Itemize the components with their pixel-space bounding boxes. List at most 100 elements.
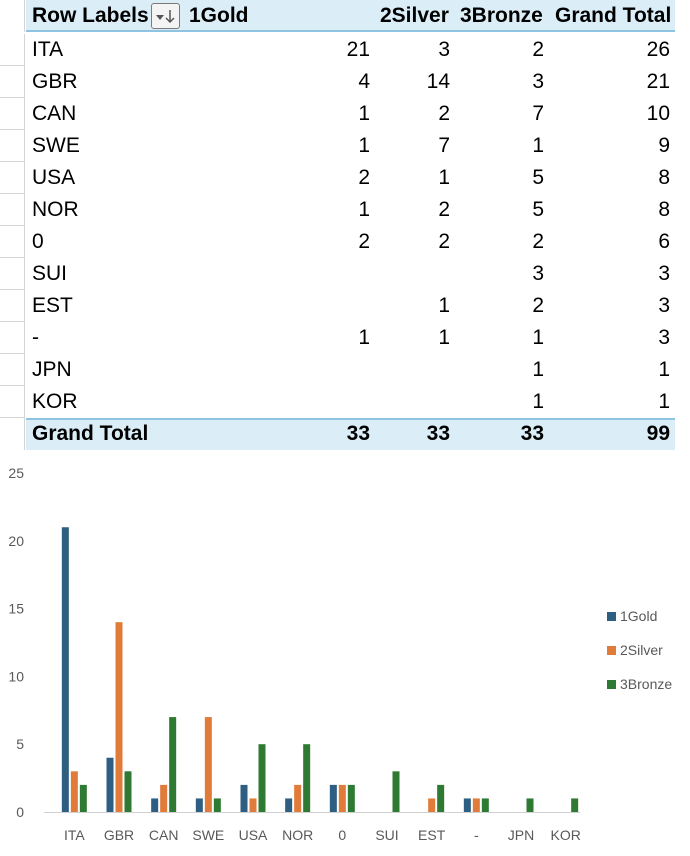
row-gold-value: 1 <box>358 102 370 125</box>
grand-total-label: Grand Total <box>32 422 149 445</box>
bar-3bronze <box>347 784 355 812</box>
row-total-value: 21 <box>646 70 670 93</box>
bar-2silver <box>428 798 436 812</box>
pivot-row: 0 2 2 2 6 <box>0 226 690 258</box>
bar-2silver <box>472 798 480 812</box>
row-gold-value: 1 <box>358 134 370 157</box>
row-label[interactable]: USA <box>32 166 76 189</box>
row-label[interactable]: GBR <box>32 70 78 93</box>
row-total-value: 3 <box>658 294 670 317</box>
bar-2silver <box>204 717 212 812</box>
x-tick-label: USA <box>239 827 268 843</box>
row-label[interactable]: SWE <box>32 134 80 157</box>
bar-1gold <box>106 757 114 812</box>
pivot-row: GBR 4 14 3 21 <box>0 66 690 98</box>
row-bronze-value: 7 <box>532 102 544 125</box>
bar-1gold <box>195 798 203 812</box>
row-silver-value: 2 <box>438 102 450 125</box>
row-total-value: 1 <box>658 358 670 381</box>
row-total-value: 6 <box>658 230 670 253</box>
bar-1gold <box>151 798 159 812</box>
bar-3bronze <box>437 784 445 812</box>
x-tick-label: KOR <box>550 827 580 843</box>
row-bronze-value: 3 <box>532 262 544 285</box>
row-gutter <box>0 258 25 290</box>
row-label[interactable]: EST <box>32 294 73 317</box>
bar-3bronze <box>169 717 177 812</box>
row-label[interactable]: 0 <box>32 230 44 253</box>
sort-filter-icon <box>156 10 175 24</box>
row-gold-value: 1 <box>358 326 370 349</box>
row-gutter <box>0 354 25 386</box>
header-grand-total: Grand Total <box>555 4 672 27</box>
row-silver-value: 1 <box>438 326 450 349</box>
x-tick-label: GBR <box>104 827 134 843</box>
grand-total-silver: 33 <box>426 422 450 445</box>
pivot-row: EST 1 2 3 <box>0 290 690 322</box>
row-bronze-value: 2 <box>532 294 544 317</box>
bar-2silver <box>338 784 346 812</box>
row-gutter <box>0 130 25 162</box>
row-label[interactable]: KOR <box>32 390 78 413</box>
bar-3bronze <box>526 798 534 812</box>
legend-label: 1Gold <box>620 608 657 624</box>
grand-total-bronze: 33 <box>520 422 544 445</box>
bar-1gold <box>463 798 471 812</box>
pivot-row: USA 2 1 5 8 <box>0 162 690 194</box>
row-label[interactable]: - <box>32 326 39 349</box>
bar-3bronze <box>571 798 579 812</box>
row-bronze-value: 1 <box>532 326 544 349</box>
row-bronze-value: 2 <box>532 230 544 253</box>
row-silver-value: 3 <box>438 38 450 61</box>
row-total-value: 10 <box>646 102 670 125</box>
x-tick-label: NOR <box>282 827 313 843</box>
legend-swatch-1gold <box>607 612 616 621</box>
bar-3bronze <box>481 798 489 812</box>
bar-2silver <box>249 798 257 812</box>
row-gutter <box>0 386 25 418</box>
row-silver-value: 2 <box>438 230 450 253</box>
bar-2silver <box>70 771 78 812</box>
row-total-value: 3 <box>658 262 670 285</box>
x-tick-label: ITA <box>64 827 85 843</box>
header-gold: 1Gold <box>189 4 249 27</box>
header-silver: 2Silver <box>380 4 449 27</box>
bar-3bronze <box>124 771 132 812</box>
row-bronze-value: 3 <box>532 70 544 93</box>
legend-label: 3Bronze <box>620 676 672 692</box>
header-row-labels: Row Labels <box>32 4 149 27</box>
row-gutter <box>0 0 25 32</box>
bar-3bronze <box>392 771 400 812</box>
row-bronze-value: 5 <box>532 166 544 189</box>
row-label[interactable]: ITA <box>32 38 64 61</box>
row-bronze-value: 1 <box>532 358 544 381</box>
bar-1gold <box>240 784 248 812</box>
row-total-value: 3 <box>658 326 670 349</box>
row-gutter <box>0 34 25 66</box>
y-tick-label: 25 <box>8 465 24 481</box>
pivot-header-row: Row Labels 1Gold 2Silver 3Bronze Grand T… <box>0 0 690 32</box>
pivot-row: JPN 1 1 <box>0 354 690 386</box>
x-tick-label: 0 <box>338 827 346 843</box>
bar-2silver <box>294 784 302 812</box>
row-silver-value: 7 <box>438 134 450 157</box>
header-bronze: 3Bronze <box>460 4 543 27</box>
row-total-value: 26 <box>646 38 670 61</box>
bar-1gold <box>329 784 337 812</box>
legend-swatch-3bronze <box>607 680 616 689</box>
row-gutter <box>0 98 25 130</box>
bar-3bronze <box>303 744 311 812</box>
pivot-row: SUI 3 3 <box>0 258 690 290</box>
row-bronze-value: 1 <box>532 390 544 413</box>
pivot-row: CAN 1 2 7 10 <box>0 98 690 130</box>
row-label[interactable]: NOR <box>32 198 79 221</box>
row-bronze-value: 5 <box>532 198 544 221</box>
row-gold-value: 4 <box>358 70 370 93</box>
sort-filter-button[interactable] <box>151 3 180 29</box>
row-total-value: 8 <box>658 198 670 221</box>
row-label[interactable]: CAN <box>32 102 77 125</box>
y-tick-label: 20 <box>8 533 24 549</box>
row-total-value: 9 <box>658 134 670 157</box>
row-label[interactable]: JPN <box>32 358 72 381</box>
row-label[interactable]: SUI <box>32 262 68 285</box>
